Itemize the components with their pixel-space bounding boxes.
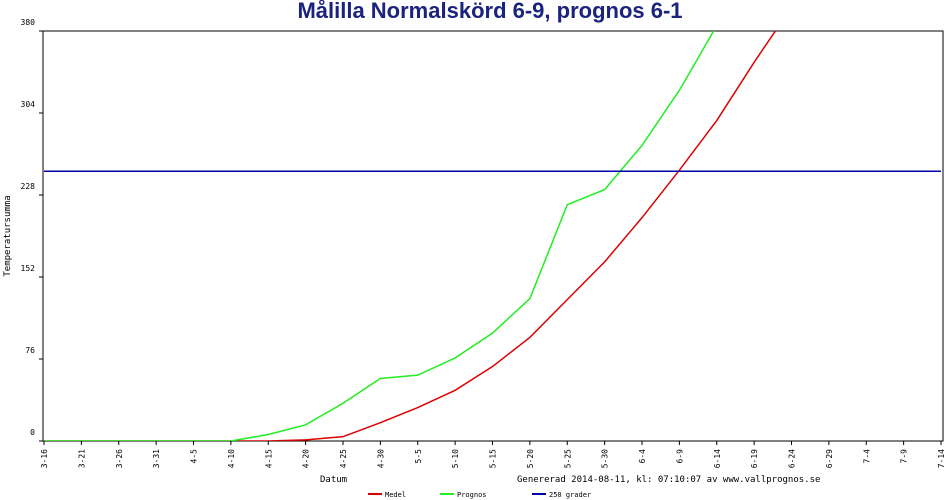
x-tick-label: 6-9 bbox=[675, 449, 684, 464]
y-tick-label: 228 bbox=[21, 182, 36, 191]
x-tick-label: 5-15 bbox=[489, 449, 498, 468]
x-tick-label: 7-9 bbox=[900, 449, 909, 464]
x-tick-label: 5-10 bbox=[451, 449, 460, 468]
x-tick-label: 4-10 bbox=[227, 449, 236, 468]
y-tick-label: 380 bbox=[21, 18, 36, 27]
x-tick-label: 5-5 bbox=[414, 449, 423, 464]
series-line bbox=[44, 31, 715, 441]
x-tick-label: 4-25 bbox=[339, 449, 348, 468]
plot-frame bbox=[42, 30, 944, 442]
x-tick-label: 5-20 bbox=[526, 449, 535, 468]
x-tick-label: 3-31 bbox=[152, 449, 161, 468]
x-tick-label: 5-25 bbox=[563, 449, 572, 468]
x-tick-label: 6-24 bbox=[788, 449, 797, 468]
x-tick-label: 4-15 bbox=[264, 449, 273, 468]
footer-note: Genererad 2014-08-11, kl: 07:10:07 av ww… bbox=[517, 475, 820, 485]
legend-label: Medel bbox=[385, 491, 406, 499]
legend-label: Prognos bbox=[457, 491, 487, 499]
x-tick-label: 7-4 bbox=[862, 449, 871, 464]
x-tick-label: 6-29 bbox=[825, 449, 834, 468]
x-tick-label: 7-14 bbox=[937, 449, 946, 468]
x-tick-label: 6-4 bbox=[638, 449, 647, 464]
x-tick-label: 5-30 bbox=[601, 449, 610, 468]
y-tick-label: 152 bbox=[21, 264, 36, 273]
chart-title: Målilla Normalskörd 6-9, prognos 6-1 bbox=[297, 0, 682, 23]
lines bbox=[44, 31, 941, 441]
y-tick-label: 0 bbox=[30, 428, 35, 437]
x-tick-label: 3-21 bbox=[77, 449, 86, 468]
x-tick-label: 3-26 bbox=[115, 449, 124, 468]
y-axis-label: Temperatursumma bbox=[3, 195, 13, 276]
x-tick-label: 3-16 bbox=[40, 449, 49, 468]
legend-label: 250 grader bbox=[549, 491, 591, 499]
x-tick-label: 4-20 bbox=[302, 449, 311, 468]
y-tick-label: 304 bbox=[21, 100, 36, 109]
x-tick-label: 4-5 bbox=[190, 449, 199, 464]
series-line bbox=[44, 31, 777, 441]
x-tick-label: 6-14 bbox=[713, 449, 722, 468]
y-tick-label: 76 bbox=[25, 346, 35, 355]
x-axis-label: Datum bbox=[320, 475, 347, 485]
x-tick-label: 6-19 bbox=[750, 449, 759, 468]
x-tick-label: 4-30 bbox=[376, 449, 385, 468]
